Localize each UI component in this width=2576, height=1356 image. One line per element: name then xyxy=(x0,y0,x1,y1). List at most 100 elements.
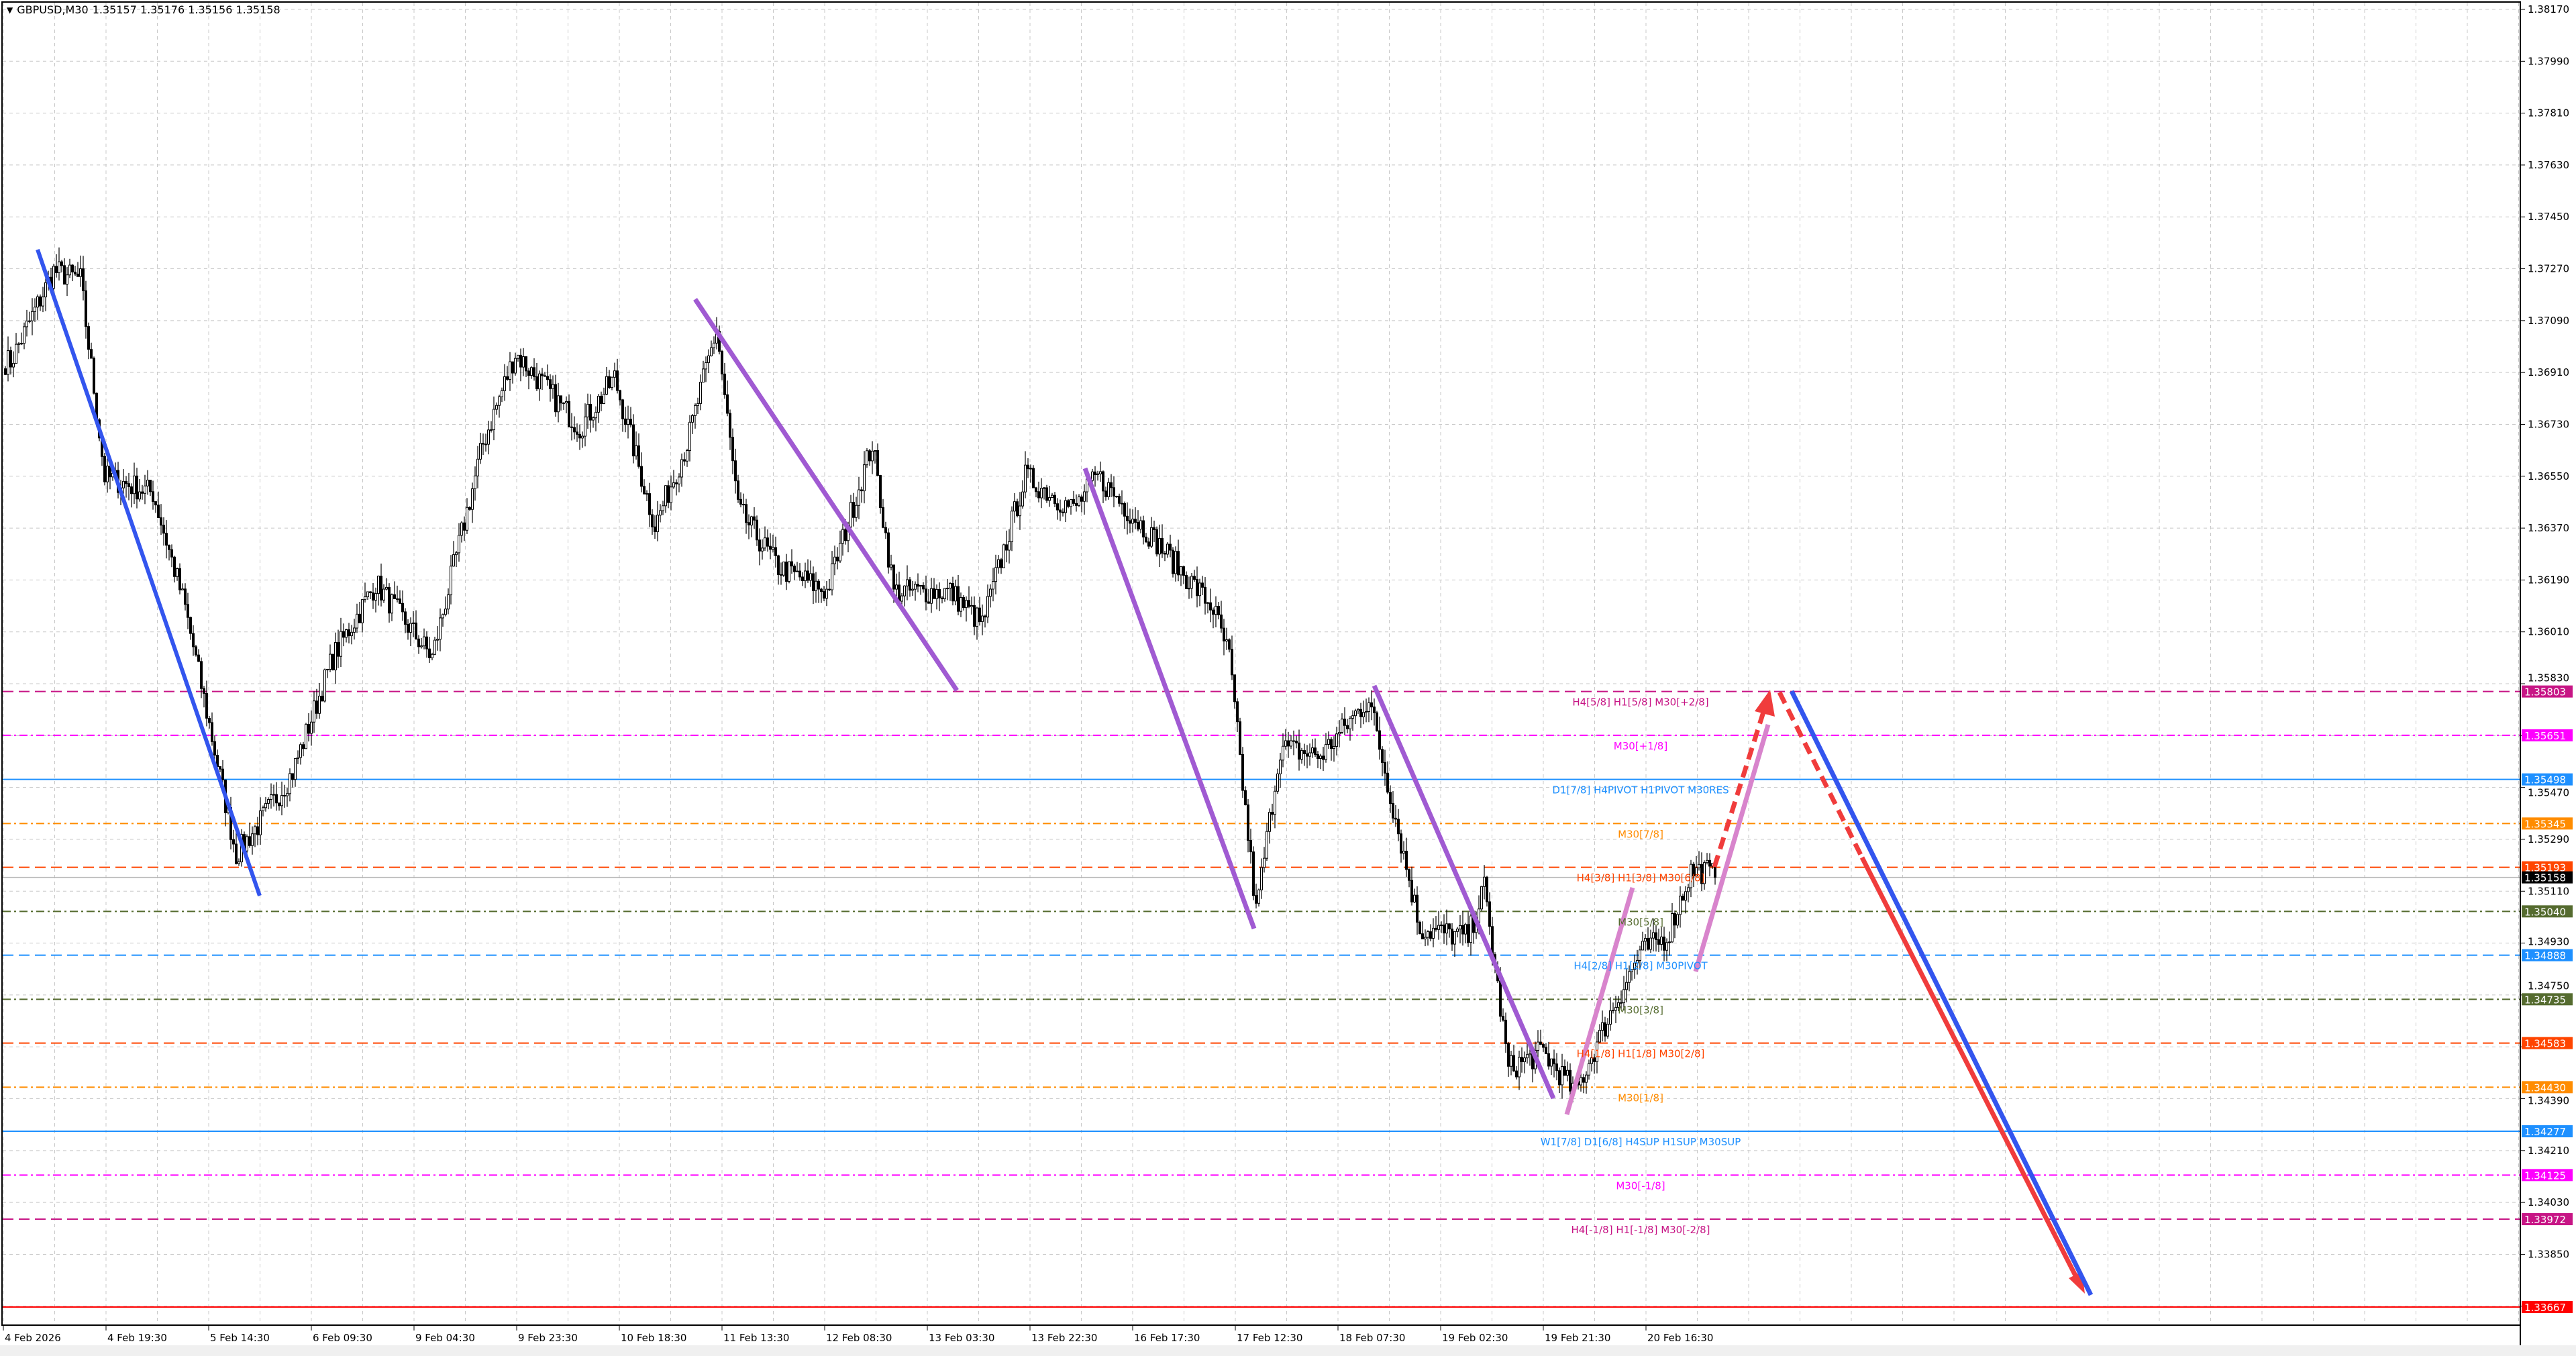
candle-bear xyxy=(922,585,925,590)
candle-bull xyxy=(246,836,248,851)
candle-bull xyxy=(1413,894,1416,902)
trendline-blue[interactable] xyxy=(36,249,262,896)
candle-bear xyxy=(1451,929,1453,945)
trend-drawings[interactable] xyxy=(36,249,2094,1296)
candle-bear xyxy=(1196,579,1198,596)
level-labels: H4[5/8] H1[5/8] M30[+2/8] M30[+1/8] D1[7/8… xyxy=(1541,696,1741,1236)
candle-bull xyxy=(825,588,828,599)
level-label: H4[5/8] H1[5/8] M30[+2/8] xyxy=(1572,696,1708,709)
trendline-purple[interactable] xyxy=(1082,467,1257,930)
price-tick-label: 1.36190 xyxy=(2528,574,2569,586)
candle-bull xyxy=(323,669,326,702)
candle-bull xyxy=(1639,949,1641,961)
candle-bear xyxy=(168,545,170,550)
candle-bull xyxy=(656,515,659,532)
candle-bear xyxy=(396,598,399,600)
candle-bear xyxy=(63,265,66,285)
trendline-purple[interactable] xyxy=(693,298,959,692)
candle-bear xyxy=(415,622,417,639)
candle-bull xyxy=(678,476,680,484)
candle-bear xyxy=(576,431,578,435)
candle-bear xyxy=(315,700,318,714)
forecast-line-blue[interactable] xyxy=(1789,690,2094,1296)
candle-bear xyxy=(723,373,726,395)
candle-bear xyxy=(372,592,374,601)
candle-bull xyxy=(501,390,503,397)
candle-bull xyxy=(313,700,315,723)
price-tick-label: 1.37810 xyxy=(2528,107,2569,119)
candle-bear xyxy=(1499,980,1502,1017)
candle-bear xyxy=(1486,876,1488,902)
candles xyxy=(4,247,1716,1102)
candle-bull xyxy=(914,584,917,590)
forecast-arrow-up-dashed[interactable] xyxy=(1712,707,1767,868)
trendline-pink[interactable] xyxy=(1564,887,1635,1115)
candle-bear xyxy=(1142,520,1145,537)
price-tick-label: 1.37630 xyxy=(2528,159,2569,171)
candle-bull xyxy=(495,405,498,410)
price-tag-label: 1.35651 xyxy=(2524,730,2566,742)
candle-bear xyxy=(1236,701,1239,723)
candle-bear xyxy=(578,433,581,439)
candle-bear xyxy=(957,586,960,612)
price-tag-label: 1.34277 xyxy=(2524,1126,2566,1138)
price-tag xyxy=(2522,1037,2573,1049)
candle-bull xyxy=(1703,862,1706,884)
candle-bull xyxy=(1649,937,1652,950)
candle-bear xyxy=(1657,939,1660,945)
candle-bull xyxy=(1349,717,1351,729)
candle-bull xyxy=(943,588,946,599)
time-axis[interactable]: 4 Feb 2026 4 Feb 19:30 5 Feb 14:30 6 Feb 09… xyxy=(3,1325,1713,1344)
candle-bull xyxy=(299,744,302,758)
candle-bull xyxy=(466,507,468,531)
current-price-label: 1.35158 xyxy=(2524,872,2566,884)
price-tag xyxy=(2522,861,2573,874)
candle-bull xyxy=(761,547,764,552)
candle-bear xyxy=(887,532,890,568)
candle-bull xyxy=(251,833,254,846)
candle-bear xyxy=(195,646,197,656)
candle-bull xyxy=(447,594,450,610)
price-axis[interactable]: 1.38170 1.37990 1.37810 1.37630 1.37450 1.372… xyxy=(2520,2,2573,1345)
trendline-purple[interactable] xyxy=(1372,684,1556,1100)
candle-bull xyxy=(297,757,299,760)
triangle-down-icon[interactable]: ▼ xyxy=(7,5,13,15)
candle-bear xyxy=(629,419,632,425)
candle-bear xyxy=(807,570,809,581)
candle-bull xyxy=(1180,566,1182,576)
candle-bear xyxy=(1419,921,1421,935)
candle-bull xyxy=(423,636,425,647)
candle-bull xyxy=(1357,709,1359,712)
candle-bear xyxy=(1121,503,1123,505)
candle-bear xyxy=(519,354,522,368)
candle-bear xyxy=(192,633,195,647)
candle-bear xyxy=(189,617,192,634)
price-tick-label: 1.34750 xyxy=(2528,980,2569,992)
candle-bear xyxy=(342,631,345,638)
candle-bear xyxy=(1370,702,1373,708)
candle-bear xyxy=(388,586,391,614)
trendline-pink[interactable] xyxy=(1693,724,1771,972)
candle-bull xyxy=(364,596,366,601)
candle-bull xyxy=(374,593,377,601)
candle-bear xyxy=(852,502,855,518)
candle-bull xyxy=(1308,752,1311,757)
candle-bull xyxy=(1011,511,1013,542)
forecast-arrow-down-dashed[interactable] xyxy=(1777,691,1865,859)
candle-bear xyxy=(777,555,780,575)
candle-bull xyxy=(272,794,275,796)
candle-bull xyxy=(1266,831,1268,859)
candle-bear xyxy=(1164,552,1166,555)
candle-bull xyxy=(707,355,710,364)
candle-bull xyxy=(1437,925,1440,930)
candle-bull xyxy=(906,579,909,586)
candle-bear xyxy=(404,611,407,625)
candle-bull xyxy=(318,695,321,714)
candle-bear xyxy=(560,395,562,404)
candle-bull xyxy=(1215,606,1217,615)
candle-bear xyxy=(55,266,58,273)
candle-bear xyxy=(1655,932,1657,940)
forecast-arrow-down[interactable] xyxy=(1859,856,2079,1280)
candle-bull xyxy=(1690,864,1692,888)
